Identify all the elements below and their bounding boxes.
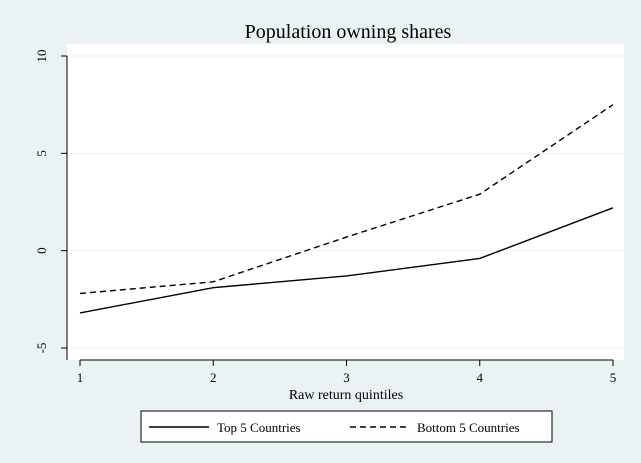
plot-area <box>67 44 624 360</box>
x-axis-label: Raw return quintiles <box>289 388 403 403</box>
series-line-1 <box>79 104 614 295</box>
x-tick-label-2: 3 <box>343 370 350 385</box>
legend-label-1: Bottom 5 Countries <box>417 420 520 435</box>
x-tick-label-3: 4 <box>477 370 484 385</box>
series-line-0 <box>79 207 614 314</box>
x-tick-label-1: 2 <box>210 370 217 385</box>
ticks: -5 0 5 10 1 2 3 4 5 <box>34 50 616 386</box>
y-tick-label-0: -5 <box>34 343 49 354</box>
y-tick-label-1: 0 <box>34 247 49 254</box>
series <box>79 104 614 314</box>
legend: Top 5 Countries Bottom 5 Countries <box>140 410 553 443</box>
y-tick-label-2: 5 <box>34 150 49 157</box>
y-tick-label-3: 10 <box>34 50 49 63</box>
legend-label-0: Top 5 Countries <box>217 420 301 435</box>
gridlines <box>67 55 624 349</box>
legend-box <box>140 410 553 443</box>
chart-title: Population owning shares <box>245 21 452 43</box>
x-tick-label-4: 5 <box>610 370 617 385</box>
x-tick-label-0: 1 <box>77 370 84 385</box>
